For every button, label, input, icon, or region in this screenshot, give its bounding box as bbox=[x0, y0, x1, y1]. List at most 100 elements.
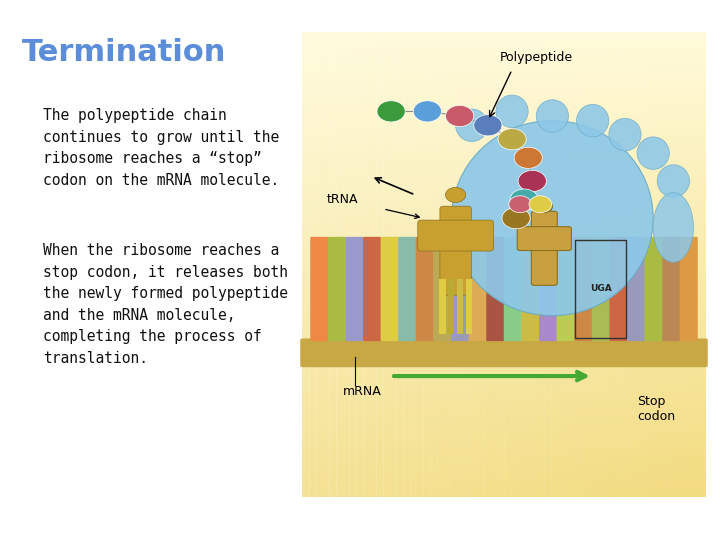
Bar bbox=[302, 450, 706, 456]
Bar bbox=[302, 397, 706, 404]
Ellipse shape bbox=[657, 165, 690, 197]
Bar bbox=[302, 235, 706, 241]
Bar bbox=[652, 32, 660, 497]
Circle shape bbox=[510, 189, 539, 210]
FancyBboxPatch shape bbox=[504, 237, 522, 341]
FancyBboxPatch shape bbox=[531, 211, 557, 285]
Circle shape bbox=[446, 187, 466, 202]
Circle shape bbox=[498, 129, 526, 150]
Bar bbox=[302, 224, 706, 230]
Bar bbox=[302, 374, 706, 381]
FancyBboxPatch shape bbox=[592, 237, 610, 341]
Bar bbox=[302, 392, 706, 398]
Bar bbox=[390, 32, 397, 497]
Ellipse shape bbox=[577, 104, 609, 137]
Bar bbox=[302, 102, 706, 108]
Bar bbox=[477, 32, 485, 497]
Bar bbox=[302, 252, 706, 259]
FancyBboxPatch shape bbox=[486, 237, 504, 341]
Bar bbox=[302, 467, 706, 474]
Bar bbox=[302, 351, 706, 357]
Ellipse shape bbox=[609, 118, 641, 151]
Bar bbox=[302, 456, 706, 462]
Text: Polypeptide: Polypeptide bbox=[500, 51, 573, 64]
Bar bbox=[302, 66, 706, 73]
Bar bbox=[423, 32, 431, 497]
Bar bbox=[302, 316, 706, 322]
Bar bbox=[302, 218, 706, 224]
Bar bbox=[302, 194, 706, 201]
Bar bbox=[302, 61, 706, 68]
Bar bbox=[302, 90, 706, 96]
FancyBboxPatch shape bbox=[381, 237, 399, 341]
Circle shape bbox=[413, 101, 441, 122]
Ellipse shape bbox=[456, 109, 488, 141]
Bar bbox=[692, 32, 700, 497]
FancyBboxPatch shape bbox=[469, 237, 487, 341]
Bar bbox=[302, 270, 706, 276]
Bar bbox=[302, 32, 706, 38]
Bar bbox=[518, 32, 525, 497]
Bar bbox=[448, 279, 454, 334]
Bar bbox=[484, 32, 491, 497]
Bar bbox=[302, 275, 706, 282]
Bar bbox=[302, 107, 706, 114]
Text: The polypeptide chain
continues to grow until the
ribosome reaches a “stop”
codo: The polypeptide chain continues to grow … bbox=[43, 108, 279, 188]
Ellipse shape bbox=[536, 100, 569, 132]
Bar bbox=[457, 32, 464, 497]
Bar bbox=[437, 32, 444, 497]
FancyBboxPatch shape bbox=[644, 237, 662, 341]
Bar bbox=[302, 485, 706, 491]
Bar bbox=[302, 113, 706, 119]
Bar bbox=[531, 32, 539, 497]
Ellipse shape bbox=[496, 95, 528, 127]
Bar bbox=[679, 32, 686, 497]
Bar bbox=[302, 72, 706, 79]
Bar bbox=[672, 32, 680, 497]
Bar bbox=[585, 32, 592, 497]
Bar bbox=[551, 32, 559, 497]
Bar bbox=[316, 32, 323, 497]
Bar bbox=[302, 305, 706, 311]
Bar bbox=[302, 78, 706, 85]
FancyBboxPatch shape bbox=[609, 237, 627, 341]
Bar bbox=[524, 32, 531, 497]
Bar bbox=[329, 32, 337, 497]
Text: Termination: Termination bbox=[22, 38, 226, 67]
Bar bbox=[611, 32, 619, 497]
Bar bbox=[383, 32, 390, 497]
Bar bbox=[504, 32, 511, 497]
Bar bbox=[302, 212, 706, 218]
Bar bbox=[302, 264, 706, 271]
Bar bbox=[302, 32, 310, 497]
Bar bbox=[450, 32, 458, 497]
Bar bbox=[403, 32, 410, 497]
FancyBboxPatch shape bbox=[328, 237, 346, 341]
Bar bbox=[618, 32, 626, 497]
Bar bbox=[302, 461, 706, 468]
Bar bbox=[575, 240, 626, 338]
Bar bbox=[369, 32, 377, 497]
Circle shape bbox=[529, 196, 552, 213]
Text: tRNA: tRNA bbox=[327, 193, 358, 206]
Circle shape bbox=[502, 207, 530, 229]
Bar bbox=[456, 279, 463, 334]
Bar bbox=[699, 32, 706, 497]
Bar bbox=[302, 328, 706, 334]
Bar bbox=[302, 183, 706, 189]
Bar bbox=[302, 171, 706, 178]
FancyBboxPatch shape bbox=[451, 237, 469, 341]
Bar bbox=[302, 96, 706, 102]
Bar bbox=[578, 32, 585, 497]
Bar bbox=[302, 322, 706, 328]
Bar bbox=[302, 154, 706, 160]
Bar bbox=[302, 258, 706, 265]
FancyBboxPatch shape bbox=[517, 227, 572, 251]
FancyBboxPatch shape bbox=[557, 237, 575, 341]
FancyBboxPatch shape bbox=[521, 237, 539, 341]
FancyBboxPatch shape bbox=[416, 237, 434, 341]
Bar bbox=[302, 368, 706, 375]
Bar bbox=[544, 32, 552, 497]
Text: mRNA: mRNA bbox=[343, 386, 382, 399]
Bar bbox=[302, 119, 706, 125]
